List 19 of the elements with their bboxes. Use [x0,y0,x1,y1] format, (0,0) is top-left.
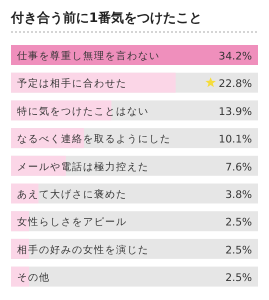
y-tick-label: 仕事を尊重し無理を言わない [17,50,160,62]
y-tick-label: 女性らしさをアピール [17,216,127,228]
y-tick-label: なるべく連絡を取るようにした [17,133,171,146]
y-tick-label: メールや電話は極力控えた [17,160,149,173]
y-tick-label: あえて大げさに褒めた [17,188,127,200]
data-label: 13.9% [218,106,252,118]
chart-title: 付き合う前に1番気をつけたこと [10,10,202,26]
y-tick-label: 予定は相手に合わせた [17,78,127,90]
data-label: 2.5% [225,272,252,284]
data-label: 22.8% [218,78,252,90]
data-label: 7.6% [225,161,252,174]
y-tick-label: 特に気をつけたことはない [17,105,149,118]
data-label: 34.2% [218,50,252,62]
data-label: 2.5% [225,244,252,256]
y-tick-label: 相手の好みの女性を演じた [17,244,149,256]
data-label: 2.5% [225,216,252,229]
data-label: 3.8% [225,189,252,201]
data-label: 10.1% [218,134,252,146]
y-tick-label: その他 [17,272,50,284]
